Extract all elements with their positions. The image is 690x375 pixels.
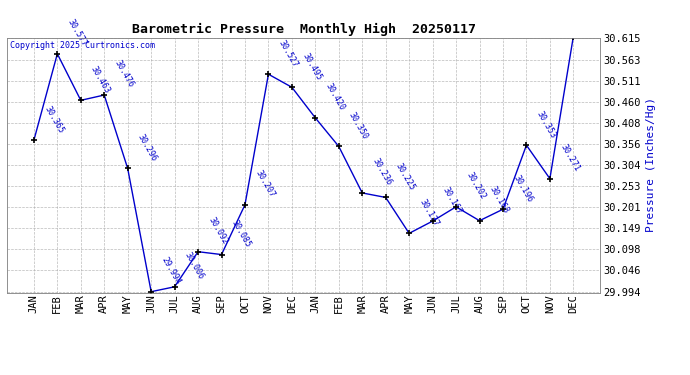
Text: 30.463: 30.463	[89, 64, 112, 95]
Text: 30.137: 30.137	[417, 197, 440, 228]
Y-axis label: Pressure (Inches/Hg): Pressure (Inches/Hg)	[646, 98, 656, 232]
Text: 30.085: 30.085	[230, 219, 253, 249]
Text: 30.271: 30.271	[558, 142, 581, 173]
Text: 30.167: 30.167	[441, 185, 464, 216]
Text: 30.365: 30.365	[42, 104, 65, 135]
Text: 29.994: 29.994	[159, 256, 182, 286]
Text: 30.353: 30.353	[535, 109, 558, 140]
Text: 30.420: 30.420	[324, 82, 346, 112]
Text: Copyright 2025 Curtronics.com: Copyright 2025 Curtronics.com	[10, 41, 155, 50]
Text: 30.092: 30.092	[206, 216, 229, 246]
Text: 30.527: 30.527	[277, 38, 299, 69]
Text: 30.236: 30.236	[371, 157, 393, 188]
Title: Barometric Pressure  Monthly High  20250117: Barometric Pressure Monthly High 2025011…	[132, 23, 475, 36]
Text: 30.350: 30.350	[347, 110, 370, 141]
Text: 30.619: 30.619	[0, 374, 1, 375]
Text: 30.196: 30.196	[511, 173, 534, 204]
Text: 30.476: 30.476	[112, 59, 135, 90]
Text: 30.207: 30.207	[253, 169, 276, 199]
Text: 30.006: 30.006	[183, 251, 206, 281]
Text: 30.225: 30.225	[394, 161, 417, 192]
Text: 30.296: 30.296	[136, 132, 159, 163]
Text: 30.202: 30.202	[464, 171, 487, 201]
Text: 30.495: 30.495	[300, 51, 323, 82]
Text: 30.168: 30.168	[488, 184, 511, 215]
Text: 30.577: 30.577	[66, 18, 88, 48]
